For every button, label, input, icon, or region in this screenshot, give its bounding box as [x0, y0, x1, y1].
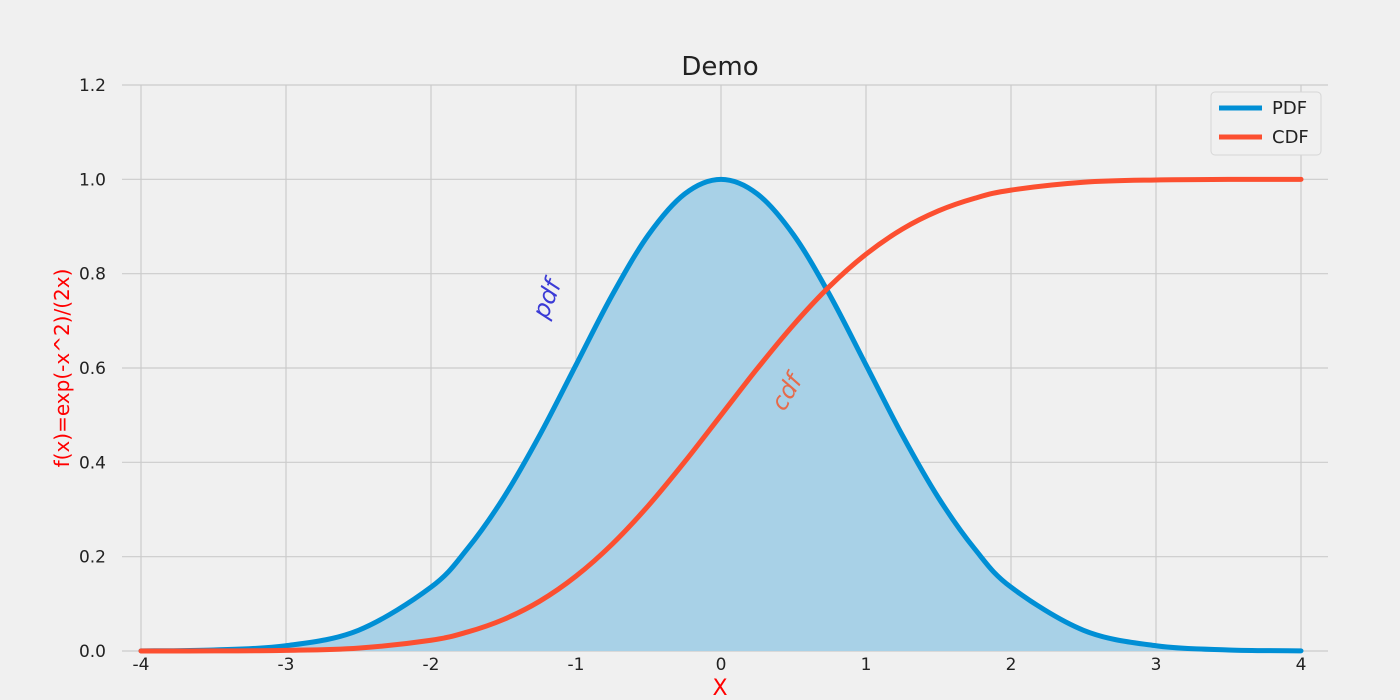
y-axis-label: f(x)=exp(-x^2)/(2x) — [50, 269, 74, 468]
y-tick-label: 1.0 — [79, 170, 106, 190]
y-tick-label: 0.2 — [79, 548, 106, 568]
x-tick-label: 4 — [1296, 655, 1307, 675]
x-tick-label: 0 — [716, 655, 727, 675]
x-tick-label: -1 — [568, 655, 585, 675]
series-pdf-line — [138, 176, 1304, 654]
x-tick-label: -2 — [423, 655, 440, 675]
x-tick-label: -4 — [133, 655, 150, 675]
legend: PDF CDF — [1210, 91, 1322, 156]
y-tick-label: 0.6 — [79, 359, 106, 379]
x-axis-label: X — [712, 676, 727, 700]
x-tick-label: 2 — [1006, 655, 1017, 675]
x-axis-ticks: -4 -3 -2 -1 0 1 2 3 4 — [133, 655, 1307, 675]
legend-cdf-label: CDF — [1272, 127, 1309, 148]
x-tick-label: 1 — [861, 655, 872, 675]
legend-pdf-label: PDF — [1272, 98, 1307, 119]
y-tick-label: 1.2 — [79, 76, 106, 96]
y-axis-ticks: 0.0 0.2 0.4 0.6 0.8 1.0 1.2 — [79, 76, 106, 662]
series-layer — [138, 176, 1304, 654]
chart-title: Demo — [681, 52, 758, 82]
y-tick-label: 0.8 — [79, 265, 106, 285]
x-tick-label: 3 — [1151, 655, 1162, 675]
series-cdf-line — [138, 176, 1304, 654]
y-tick-label: 0.4 — [79, 453, 106, 473]
x-tick-label: -3 — [278, 655, 295, 675]
y-tick-label: 0.0 — [79, 642, 106, 662]
annotation-pdf: pdf — [526, 272, 568, 323]
